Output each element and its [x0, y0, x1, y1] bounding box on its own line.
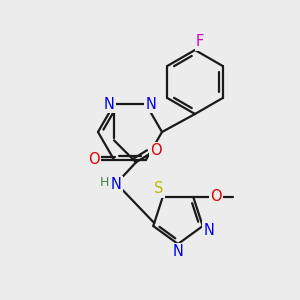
Text: F: F — [196, 34, 204, 50]
Text: N: N — [172, 244, 183, 260]
Text: S: S — [154, 182, 164, 196]
Text: N: N — [146, 97, 156, 112]
Text: O: O — [150, 143, 162, 158]
Text: N: N — [111, 177, 122, 192]
Text: N: N — [103, 97, 114, 112]
Text: H: H — [99, 176, 109, 189]
Text: O: O — [88, 152, 100, 167]
Text: N: N — [203, 223, 214, 238]
Text: O: O — [211, 190, 222, 205]
